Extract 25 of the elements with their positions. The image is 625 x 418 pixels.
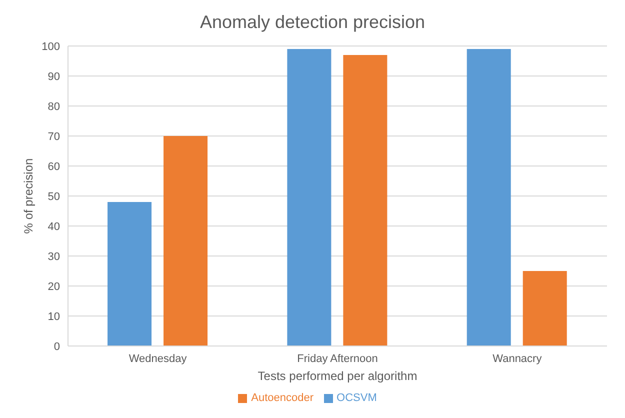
x-tick-label: Friday Afternoon [297, 352, 378, 365]
legend-label: OCSVM [336, 392, 377, 404]
y-tick-label: 30 [48, 250, 60, 263]
x-tick-label: Wednesday [128, 352, 188, 365]
x-tick-label: Wannacry [492, 352, 542, 365]
y-tick-label: 60 [48, 160, 60, 173]
y-tick-label: 90 [48, 70, 60, 83]
bar [466, 49, 511, 346]
y-tick-label: 80 [48, 100, 60, 113]
bar [522, 271, 567, 346]
y-tick-label: 20 [48, 280, 60, 293]
bar [108, 202, 152, 346]
y-tick-label: 40 [48, 220, 60, 233]
x-axis-title: Tests performed per algorithm [258, 369, 418, 383]
bar [164, 136, 208, 346]
chart-title: Anomaly detection precision [198, 11, 426, 34]
y-axis-title: % of precision [21, 158, 36, 234]
legend-label: Autoencoder [251, 392, 314, 404]
y-tick-label: 70 [48, 130, 60, 143]
bar [287, 49, 332, 346]
y-tick-label: 50 [48, 190, 60, 203]
y-tick-label: 10 [48, 310, 60, 323]
bar [343, 55, 388, 346]
y-tick-label: 100 [42, 40, 60, 53]
y-tick-label: 0 [54, 340, 60, 353]
